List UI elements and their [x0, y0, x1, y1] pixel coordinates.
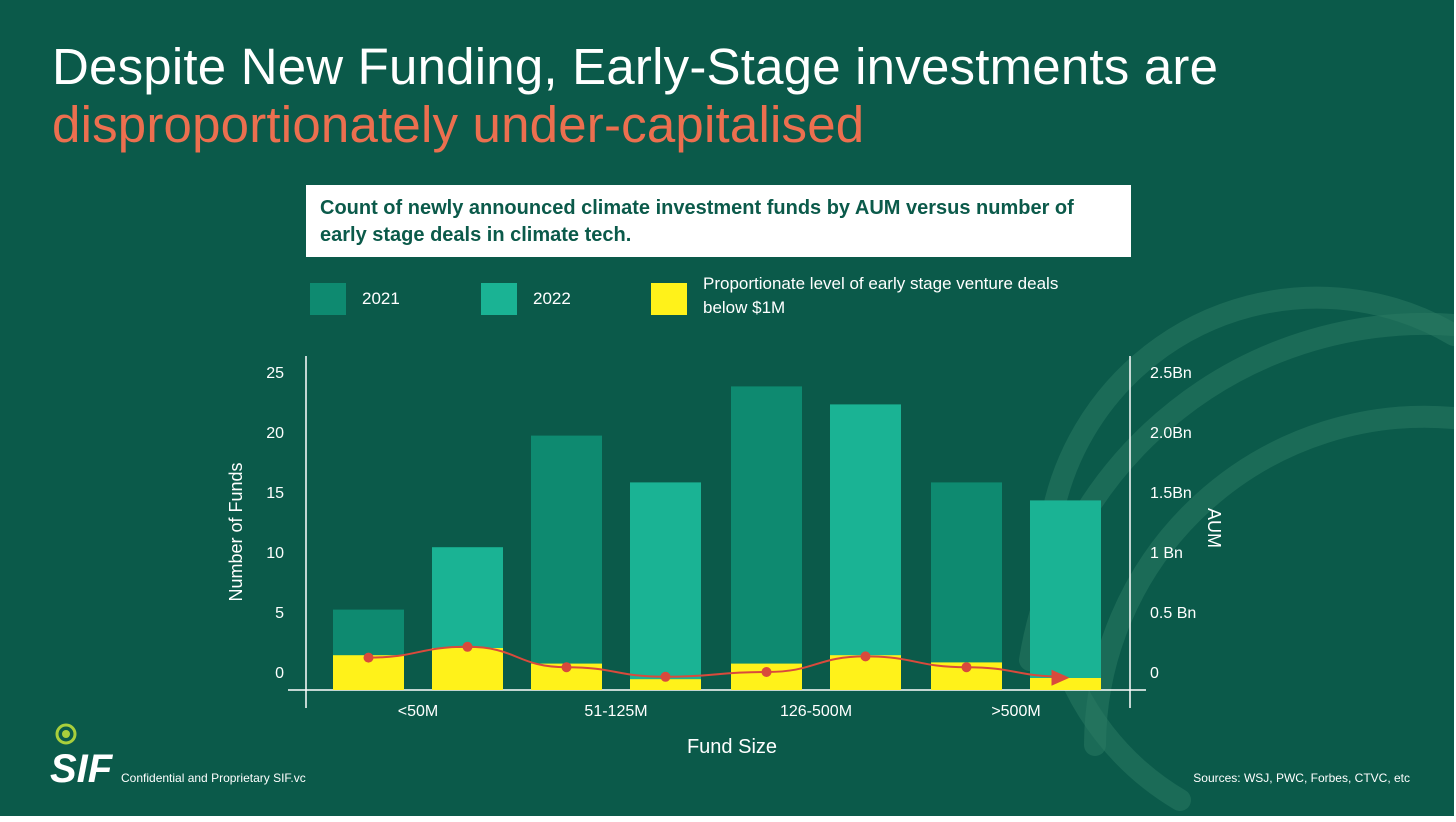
footer-sources: Sources: WSJ, PWC, Forbes, CTVC, etc: [1193, 771, 1410, 785]
y2-axis-title: AUM: [1204, 508, 1224, 548]
chart-subtitle-box: Count of newly announced climate investm…: [306, 185, 1131, 257]
trend-line: [368, 645, 1066, 678]
x-tick-label: 51-125M: [584, 703, 647, 720]
y2-tick-label: 1 Bn: [1150, 545, 1183, 562]
y2-tick-label: 2.0Bn: [1150, 425, 1192, 442]
trend-point: [961, 662, 972, 673]
trend-arrow-icon: [1051, 669, 1070, 686]
bar-2021: [531, 435, 602, 690]
bar-early-stage-2022: [1030, 678, 1101, 690]
bar-2022: [1030, 500, 1101, 690]
y2-tick-label: 0.5 Bn: [1150, 605, 1196, 622]
logo-ring-icon: [55, 723, 77, 745]
bar-2022: [630, 482, 701, 690]
x-tick-label: 126-500M: [780, 703, 852, 720]
legend-swatch-2021: [310, 283, 346, 315]
logo-text: SIF: [50, 747, 114, 788]
y-tick-label: 20: [266, 425, 284, 442]
logo-dot-icon: [62, 730, 70, 738]
title-line-2: disproportionately under-capitalised: [52, 96, 865, 153]
y-tick-label: 5: [275, 605, 284, 622]
bar-2021: [731, 386, 802, 690]
x-tick-label: <50M: [398, 703, 438, 720]
bar-early-stage-2022: [630, 679, 701, 690]
bar-2022: [830, 404, 901, 690]
x-axis-title: Fund Size: [687, 736, 777, 758]
footer-confidential: Confidential and Proprietary SIF.vc: [121, 771, 306, 785]
trend-point: [860, 651, 871, 662]
legend-label-2021: 2021: [362, 289, 400, 308]
legend-label-2022: 2022: [533, 289, 571, 308]
page-title: Despite New Funding, Early-Stage investm…: [52, 38, 1218, 154]
trend-point: [561, 662, 572, 673]
y-tick-label: 15: [266, 485, 284, 502]
chart-subtitle: Count of newly announced climate investm…: [320, 197, 1074, 246]
y2-tick-label: 0: [1150, 665, 1159, 682]
x-tick-label: >500M: [991, 703, 1040, 720]
y-tick-label: 25: [266, 365, 284, 382]
sif-logo: SIF: [50, 723, 114, 788]
y-tick-label: 0: [275, 665, 284, 682]
legend-swatch-2022: [481, 283, 517, 315]
y2-tick-label: 2.5Bn: [1150, 365, 1192, 382]
trend-point: [660, 671, 671, 682]
trend-point: [761, 667, 772, 677]
legend-label-early-stage: Proportionate level of early stage ventu…: [703, 274, 1059, 317]
legend-swatch-early-stage: [651, 283, 687, 315]
y-tick-label: 10: [266, 545, 284, 562]
y-axis-title: Number of Funds: [226, 462, 246, 601]
trend-point: [462, 641, 473, 652]
trend-point: [363, 652, 374, 663]
bar-early-stage-2022: [432, 648, 503, 690]
title-line-1: Despite New Funding, Early-Stage investm…: [52, 38, 1219, 95]
y2-tick-label: 1.5Bn: [1150, 485, 1192, 502]
bar-2021: [931, 482, 1002, 690]
